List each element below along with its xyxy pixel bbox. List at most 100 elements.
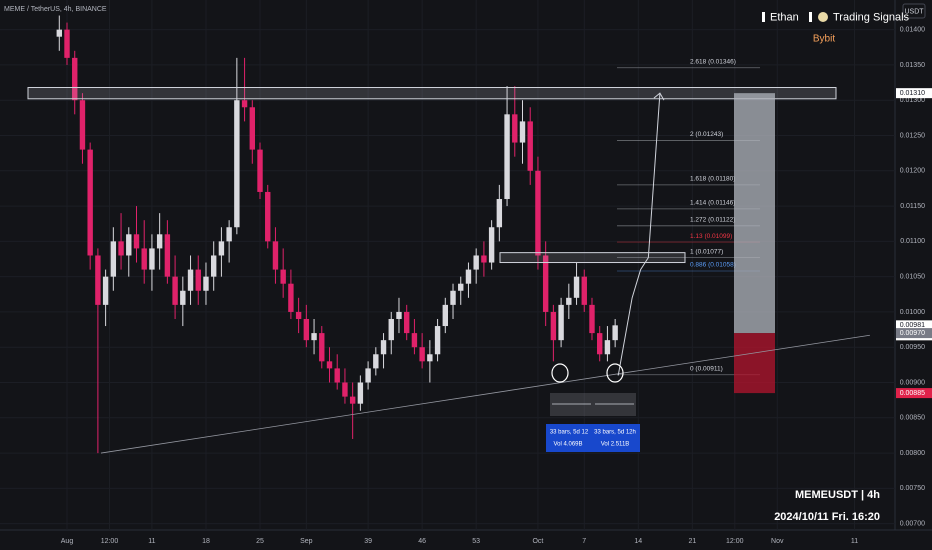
candle-body [365,368,371,383]
x-tick-label: 39 [364,538,372,545]
range-label-box [590,424,640,452]
fib-label: 0.886 (0.01058) [690,262,736,269]
candle-body [156,234,163,249]
candle-body [234,100,240,228]
candle-body [527,121,533,171]
footer-symbol: MEMEUSDT | 4h [795,489,880,501]
candle-body [272,241,279,270]
candle-body [319,333,325,362]
fib-label: 1.618 (0.01180) [690,176,735,183]
x-tick-label: 25 [256,538,264,545]
candle-body [496,199,503,228]
fib-label: 2.618 (0.01346) [690,58,736,65]
candle-body [64,29,70,58]
x-tick-label: Sep [300,538,313,545]
candle-body [187,269,194,291]
y-tick-label: 0.01000 [900,309,925,316]
support-zone [499,252,686,264]
y-tick-label: 0.01400 [900,26,925,33]
range-vol: Vol 4.069B [553,442,582,448]
candle-body [172,276,178,305]
brand-exchange: Bybit [813,34,835,45]
projection [617,93,661,376]
y-tick-label: 0.01150 [900,203,925,210]
x-tick-label: 18 [202,538,210,545]
x-tick-label: 12:00 [726,538,744,545]
footer-datetime: 2024/10/11 Fri. 16:20 [774,511,880,523]
candle-body [218,241,225,256]
candle-body [519,121,526,143]
y-tick-label: 0.01050 [900,273,925,280]
candle-body [180,290,186,305]
brand-product: Trading Signals [833,11,910,23]
fib-label: 1.414 (0.01146) [690,200,735,207]
y-tick-label: 0.00750 [900,485,925,492]
candle-body [427,354,433,362]
candle-body [604,340,611,355]
x-tick-label: 21 [688,538,696,545]
candle-body [342,382,348,397]
price-tag [896,88,932,99]
range-label-box [546,424,590,452]
y-tick-label: 0.01250 [900,132,925,139]
chart-title: MEME / TetherUS, 4h, BINANCE [4,6,107,13]
currency: USDT [904,8,924,15]
candle-body [226,227,232,242]
y-tick-label: 0.00800 [900,450,925,457]
candle-body [72,57,78,101]
candle-body [79,100,86,150]
candle-body [535,170,541,256]
fib-label: 1 (0.01077) [690,248,723,255]
candle-body [380,340,387,355]
candle-body [149,248,155,270]
axes: 0.00700 0.00750 0.00800 0.00850 0.00900 0.009… [61,26,932,545]
candle-body [566,297,572,305]
candle-body [56,29,62,37]
drawings: 2.618 (0.01346) 2 (0.01243) 1.618 (0.01180… [27,58,870,454]
x-tick-label: Aug [61,538,74,545]
brand-icon [818,12,828,22]
candle-body [589,304,595,334]
price-tag [896,388,932,399]
position-target [734,93,775,334]
candle-body [504,114,510,200]
candle-body [465,269,472,284]
y-tick-label: 0.00950 [900,344,925,351]
price-tag [896,328,932,339]
resistance-zone [27,87,837,100]
candle-body [357,382,364,404]
x-tick-label: 7 [582,538,586,545]
candle-body [110,241,117,277]
candle-body [303,318,310,341]
currency-box [902,3,926,19]
trendline [100,334,870,454]
price-tag-label: 0.00970 [900,330,925,337]
range-bars: 33 bars, 5d 12 [550,430,589,436]
candle-body [488,227,495,263]
arrow-head [653,92,665,101]
candle-body [133,234,140,249]
y-tick-label: 0.00900 [900,379,925,386]
candle-body [249,107,255,150]
candle-body [102,276,109,305]
x-tick-label: Oct [532,538,543,545]
candle-body [373,354,379,369]
bottom-marker [606,363,624,383]
candle-body [265,191,271,242]
candle-body [542,255,549,312]
x-tick-label: 46 [418,538,426,545]
candle-body [419,347,425,362]
candle-body [164,234,171,277]
date-range [550,393,593,416]
candle-body [473,255,479,270]
fib-label: 1.13 (0.01099) [690,233,732,240]
price-tag-label: 0.00885 [900,390,925,397]
candle-body [411,333,418,348]
candle-body [481,255,487,263]
fib-label: 0 (0.00911) [690,365,723,372]
price-tag-label: 0.01310 [900,90,925,97]
candle-body [396,311,402,319]
y-tick-label: 0.00700 [900,520,925,527]
fib-label: 1.272 (0.01122) [690,217,735,224]
